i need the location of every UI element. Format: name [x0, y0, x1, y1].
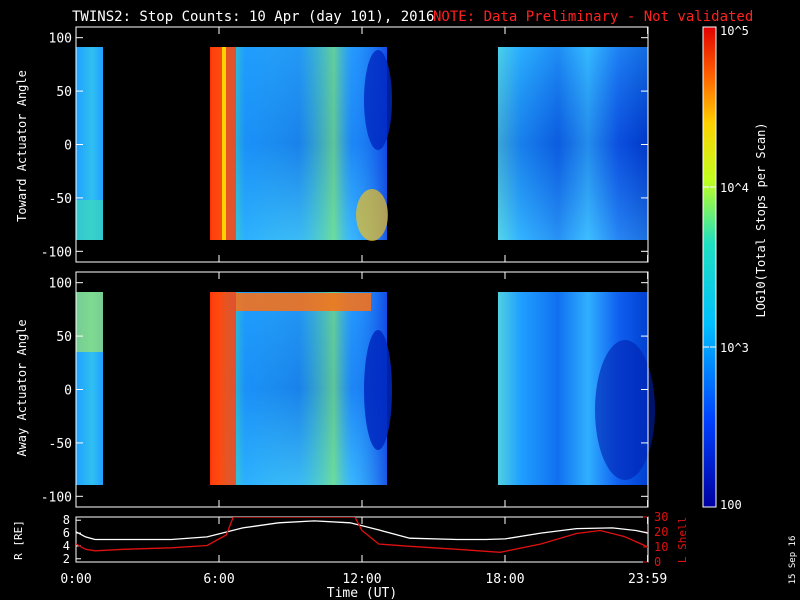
r-tick-label: 6: [63, 526, 70, 540]
lshell-tick-label: 20: [654, 525, 668, 539]
away-ytick-label: 50: [56, 330, 72, 345]
chart-title: TWINS2: Stop Counts: 10 Apr (day 101), 2…: [72, 9, 434, 25]
panel-away-heatmap: [76, 292, 655, 485]
date-stamp: 15 Sep 16: [788, 536, 798, 585]
colorbar: 10^5 10^4 10^3 100 LOG10(Total Stops per Sc…: [702, 24, 768, 512]
panel-toward: [76, 27, 648, 262]
toward-ytick-label: -100: [41, 245, 72, 260]
toward-ylabel: Toward Actuator Angle: [15, 70, 29, 222]
toward-segment-2-warm-patch: [356, 189, 388, 241]
time-tick-label: 18:00: [485, 572, 524, 587]
toward-ytick-label: -50: [49, 192, 72, 207]
lshell-series-line: [76, 517, 648, 553]
time-axis-ticks: 0:00 6:00 12:00 18:00 23:59: [60, 27, 667, 587]
r-tick-label: 4: [63, 539, 70, 553]
orbit-lines: [76, 517, 648, 553]
toward-segment-3-shade: [498, 47, 648, 240]
colorbar-tick-label: 10^3: [720, 341, 749, 355]
away-segment-2-hot-top: [236, 293, 371, 311]
lshell-tick-label: 10: [654, 540, 668, 554]
away-ytick-label: -100: [41, 490, 72, 505]
panel-away: [76, 272, 655, 507]
toward-segment-2-hot-line: [222, 47, 226, 240]
lshell-tick-label: 0: [654, 555, 661, 569]
away-segment-2-dark-patch: [364, 330, 392, 450]
r-tick-label: 8: [63, 513, 70, 527]
panel-toward-heatmap: [76, 47, 648, 241]
colorbar-tick-label: 100: [720, 498, 742, 512]
time-tick-label: 12:00: [342, 572, 381, 587]
toward-segment-2-dark-patch: [364, 50, 392, 150]
away-ytick-label: 100: [49, 277, 72, 292]
away-ytick-label: -50: [49, 437, 72, 452]
away-segment-3-dark-patch: [595, 340, 655, 480]
time-axis-label: Time (UT): [327, 586, 397, 600]
time-tick-label: 6:00: [203, 572, 234, 587]
away-segment-2-overlay: [210, 292, 387, 485]
r-series-line: [76, 520, 648, 541]
lshell-axis-label: L Shell: [676, 517, 689, 563]
colorbar-ticks: 10^5 10^4 10^3 100: [703, 24, 749, 512]
colorbar-tick-label: 10^4: [720, 181, 749, 195]
panel-toward-yticks: 100 50 0 -50 -100: [41, 32, 648, 260]
away-ytick-label: 0: [64, 384, 72, 399]
colorbar-tick-label: 10^5: [720, 24, 749, 38]
preliminary-note: NOTE: Data Preliminary - Not validated: [433, 9, 753, 25]
toward-ytick-label: 0: [64, 139, 72, 154]
r-tick-label: 2: [63, 552, 70, 566]
lshell-tick-label: 30: [654, 510, 668, 524]
away-segment-1-top: [76, 292, 103, 352]
colorbar-gradient: [702, 26, 717, 508]
colorbar-label: LOG10(Total Stops per Scan): [754, 122, 768, 317]
time-tick-label: 23:59: [628, 572, 667, 587]
time-tick-label: 0:00: [60, 572, 91, 587]
r-axis-label: R [RE]: [12, 520, 25, 560]
away-segment-2-hot-band: [212, 292, 236, 485]
toward-ytick-label: 100: [49, 32, 72, 47]
panel-away-yticks: 100 50 0 -50 -100: [41, 277, 648, 505]
toward-ytick-label: 50: [56, 85, 72, 100]
toward-segment-1-edge: [76, 200, 103, 240]
away-ylabel: Away Actuator Angle: [15, 319, 29, 456]
